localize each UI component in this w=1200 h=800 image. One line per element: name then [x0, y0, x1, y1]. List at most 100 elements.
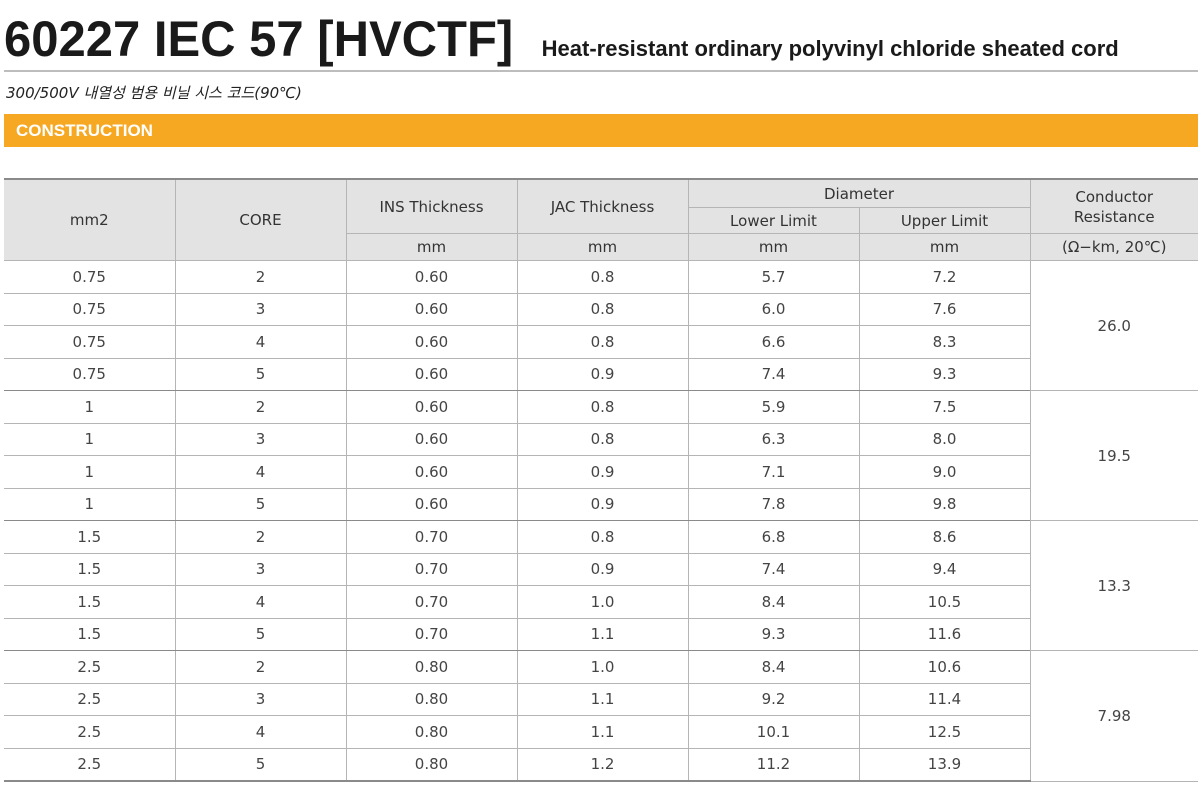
col-header-upper-limit: Upper Limit: [858, 207, 1030, 234]
cell-core: 4: [174, 585, 347, 619]
cell-mm2: 1: [4, 422, 176, 456]
page-subtitle: 300/500V 내열성 범용 비닐 시스 코드(90℃): [6, 84, 302, 102]
cell-upper-limit: 8.3: [858, 325, 1031, 359]
cell-core: 3: [174, 422, 347, 456]
cell-lower-limit: 10.1: [687, 715, 860, 749]
cell-conductor-resistance: 19.5: [1029, 390, 1198, 521]
cell-mm2: 2.5: [4, 650, 176, 684]
unit-upper-limit: mm: [858, 233, 1031, 261]
cell-jac-thickness: 1.1: [516, 715, 689, 749]
cell-ins-thickness: 0.60: [345, 260, 518, 294]
cell-ins-thickness: 0.70: [345, 585, 518, 619]
col-header-core: CORE: [174, 178, 347, 261]
table-row: 1 2 0.60 0.8 5.9 7.5 19.5: [4, 390, 1198, 521]
page-title: 60227 IEC 57 [HVCTF]: [4, 11, 514, 67]
cell-mm2: 1.5: [4, 585, 176, 619]
cell-lower-limit: 9.2: [687, 682, 860, 716]
cell-conductor-resistance: 26.0: [1029, 260, 1198, 391]
cell-jac-thickness: 1.1: [516, 617, 689, 651]
cell-jac-thickness: 0.8: [516, 325, 689, 359]
section-header-construction: CONSTRUCTION: [4, 114, 1198, 147]
cell-core: 2: [174, 650, 347, 684]
cell-upper-limit: 7.2: [858, 260, 1031, 294]
cell-mm2: 1.5: [4, 617, 176, 651]
cell-upper-limit: 13.9: [858, 747, 1031, 782]
cell-upper-limit: 11.6: [858, 617, 1031, 651]
cell-ins-thickness: 0.70: [345, 520, 518, 554]
table-row: 0.75 3 0.60 0.8 6.0 7.6: [4, 292, 1198, 326]
cell-ins-thickness: 0.80: [345, 715, 518, 749]
cell-core: 5: [174, 617, 347, 651]
table-row: 0.75 4 0.60 0.8 6.6 8.3: [4, 325, 1198, 359]
cell-mm2: 1.5: [4, 520, 176, 554]
col-header-ins-thickness: INS Thickness: [345, 178, 518, 234]
cell-ins-thickness: 0.70: [345, 617, 518, 651]
cell-mm2: 1: [4, 487, 176, 521]
cell-lower-limit: 5.9: [687, 390, 860, 424]
table-row: 1.5 3 0.70 0.9 7.4 9.4: [4, 552, 1198, 586]
cell-jac-thickness: 0.8: [516, 260, 689, 294]
col-header-jac-thickness: JAC Thickness: [516, 178, 689, 234]
cell-lower-limit: 7.8: [687, 487, 860, 521]
table-row: 1.5 2 0.70 0.8 6.8 8.6 13.3: [4, 520, 1198, 651]
table-row: 2.5 2 0.80 1.0 8.4 10.6 7.98: [4, 650, 1198, 782]
page-title-description: Heat-resistant ordinary polyvinyl chlori…: [541, 36, 1119, 61]
unit-jac-thickness: mm: [516, 233, 689, 261]
table-row: 1 3 0.60 0.8 6.3 8.0: [4, 422, 1198, 456]
cell-upper-limit: 7.6: [858, 292, 1031, 326]
col-header-mm2: mm2: [4, 178, 176, 261]
cell-mm2: 1: [4, 390, 176, 424]
cell-jac-thickness: 0.9: [516, 487, 689, 521]
cell-mm2: 0.75: [4, 292, 176, 326]
cell-ins-thickness: 0.60: [345, 325, 518, 359]
cell-upper-limit: 9.4: [858, 552, 1031, 586]
cell-core: 5: [174, 747, 347, 782]
cell-lower-limit: 9.3: [687, 617, 860, 651]
cell-lower-limit: 8.4: [687, 650, 860, 684]
cell-jac-thickness: 1.0: [516, 585, 689, 619]
table-header: mm2 CORE INS Thickness JAC Thickness Dia…: [4, 178, 1198, 261]
table-row: 1.5 4 0.70 1.0 8.4 10.5: [4, 585, 1198, 619]
cell-ins-thickness: 0.60: [345, 292, 518, 326]
cell-jac-thickness: 0.9: [516, 357, 689, 391]
cell-lower-limit: 6.3: [687, 422, 860, 456]
cell-ins-thickness: 0.60: [345, 455, 518, 489]
cell-upper-limit: 9.8: [858, 487, 1031, 521]
cell-core: 3: [174, 682, 347, 716]
table-row: 0.75 5 0.60 0.9 7.4 9.3: [4, 357, 1198, 391]
col-header-diameter: Diameter: [687, 178, 1031, 208]
cell-jac-thickness: 1.1: [516, 682, 689, 716]
cell-lower-limit: 8.4: [687, 585, 860, 619]
cell-ins-thickness: 0.60: [345, 357, 518, 391]
cell-conductor-resistance: 13.3: [1029, 520, 1198, 651]
cell-mm2: 2.5: [4, 682, 176, 716]
cell-core: 5: [174, 357, 347, 391]
unit-ins-thickness: mm: [346, 233, 518, 261]
cell-lower-limit: 5.7: [687, 260, 860, 294]
table-row: 1.5 5 0.70 1.1 9.3 11.6: [4, 617, 1198, 651]
cell-jac-thickness: 0.8: [516, 520, 689, 554]
cell-mm2: 0.75: [4, 260, 176, 294]
unit-conductor-resistance: (Ω−km, 20℃): [1029, 233, 1198, 261]
cell-core: 4: [174, 325, 347, 359]
cell-core: 5: [174, 487, 347, 521]
cell-jac-thickness: 0.9: [516, 552, 689, 586]
unit-lower-limit: mm: [687, 233, 860, 261]
cell-ins-thickness: 0.60: [345, 390, 518, 424]
table-row: 2.5 4 0.80 1.1 10.1 12.5: [4, 715, 1198, 749]
cell-upper-limit: 10.5: [858, 585, 1031, 619]
cell-mm2: 2.5: [4, 747, 176, 782]
col-header-conductor-resistance: Conductor Resistance: [1029, 178, 1198, 234]
cell-mm2: 0.75: [4, 325, 176, 359]
cell-upper-limit: 9.3: [858, 357, 1031, 391]
title-row: 60227 IEC 57 [HVCTF] Heat-resistant ordi…: [4, 0, 1198, 72]
table-row: 0.75 2 0.60 0.8 5.7 7.2 26.0: [4, 260, 1198, 391]
col-header-resistance-line1: Conductor: [1075, 187, 1154, 206]
cell-mm2: 1.5: [4, 552, 176, 586]
cell-core: 4: [174, 715, 347, 749]
cell-ins-thickness: 0.80: [345, 650, 518, 684]
cell-mm2: 2.5: [4, 715, 176, 749]
cell-core: 3: [174, 552, 347, 586]
cell-ins-thickness: 0.60: [345, 422, 518, 456]
col-header-lower-limit: Lower Limit: [688, 207, 860, 234]
